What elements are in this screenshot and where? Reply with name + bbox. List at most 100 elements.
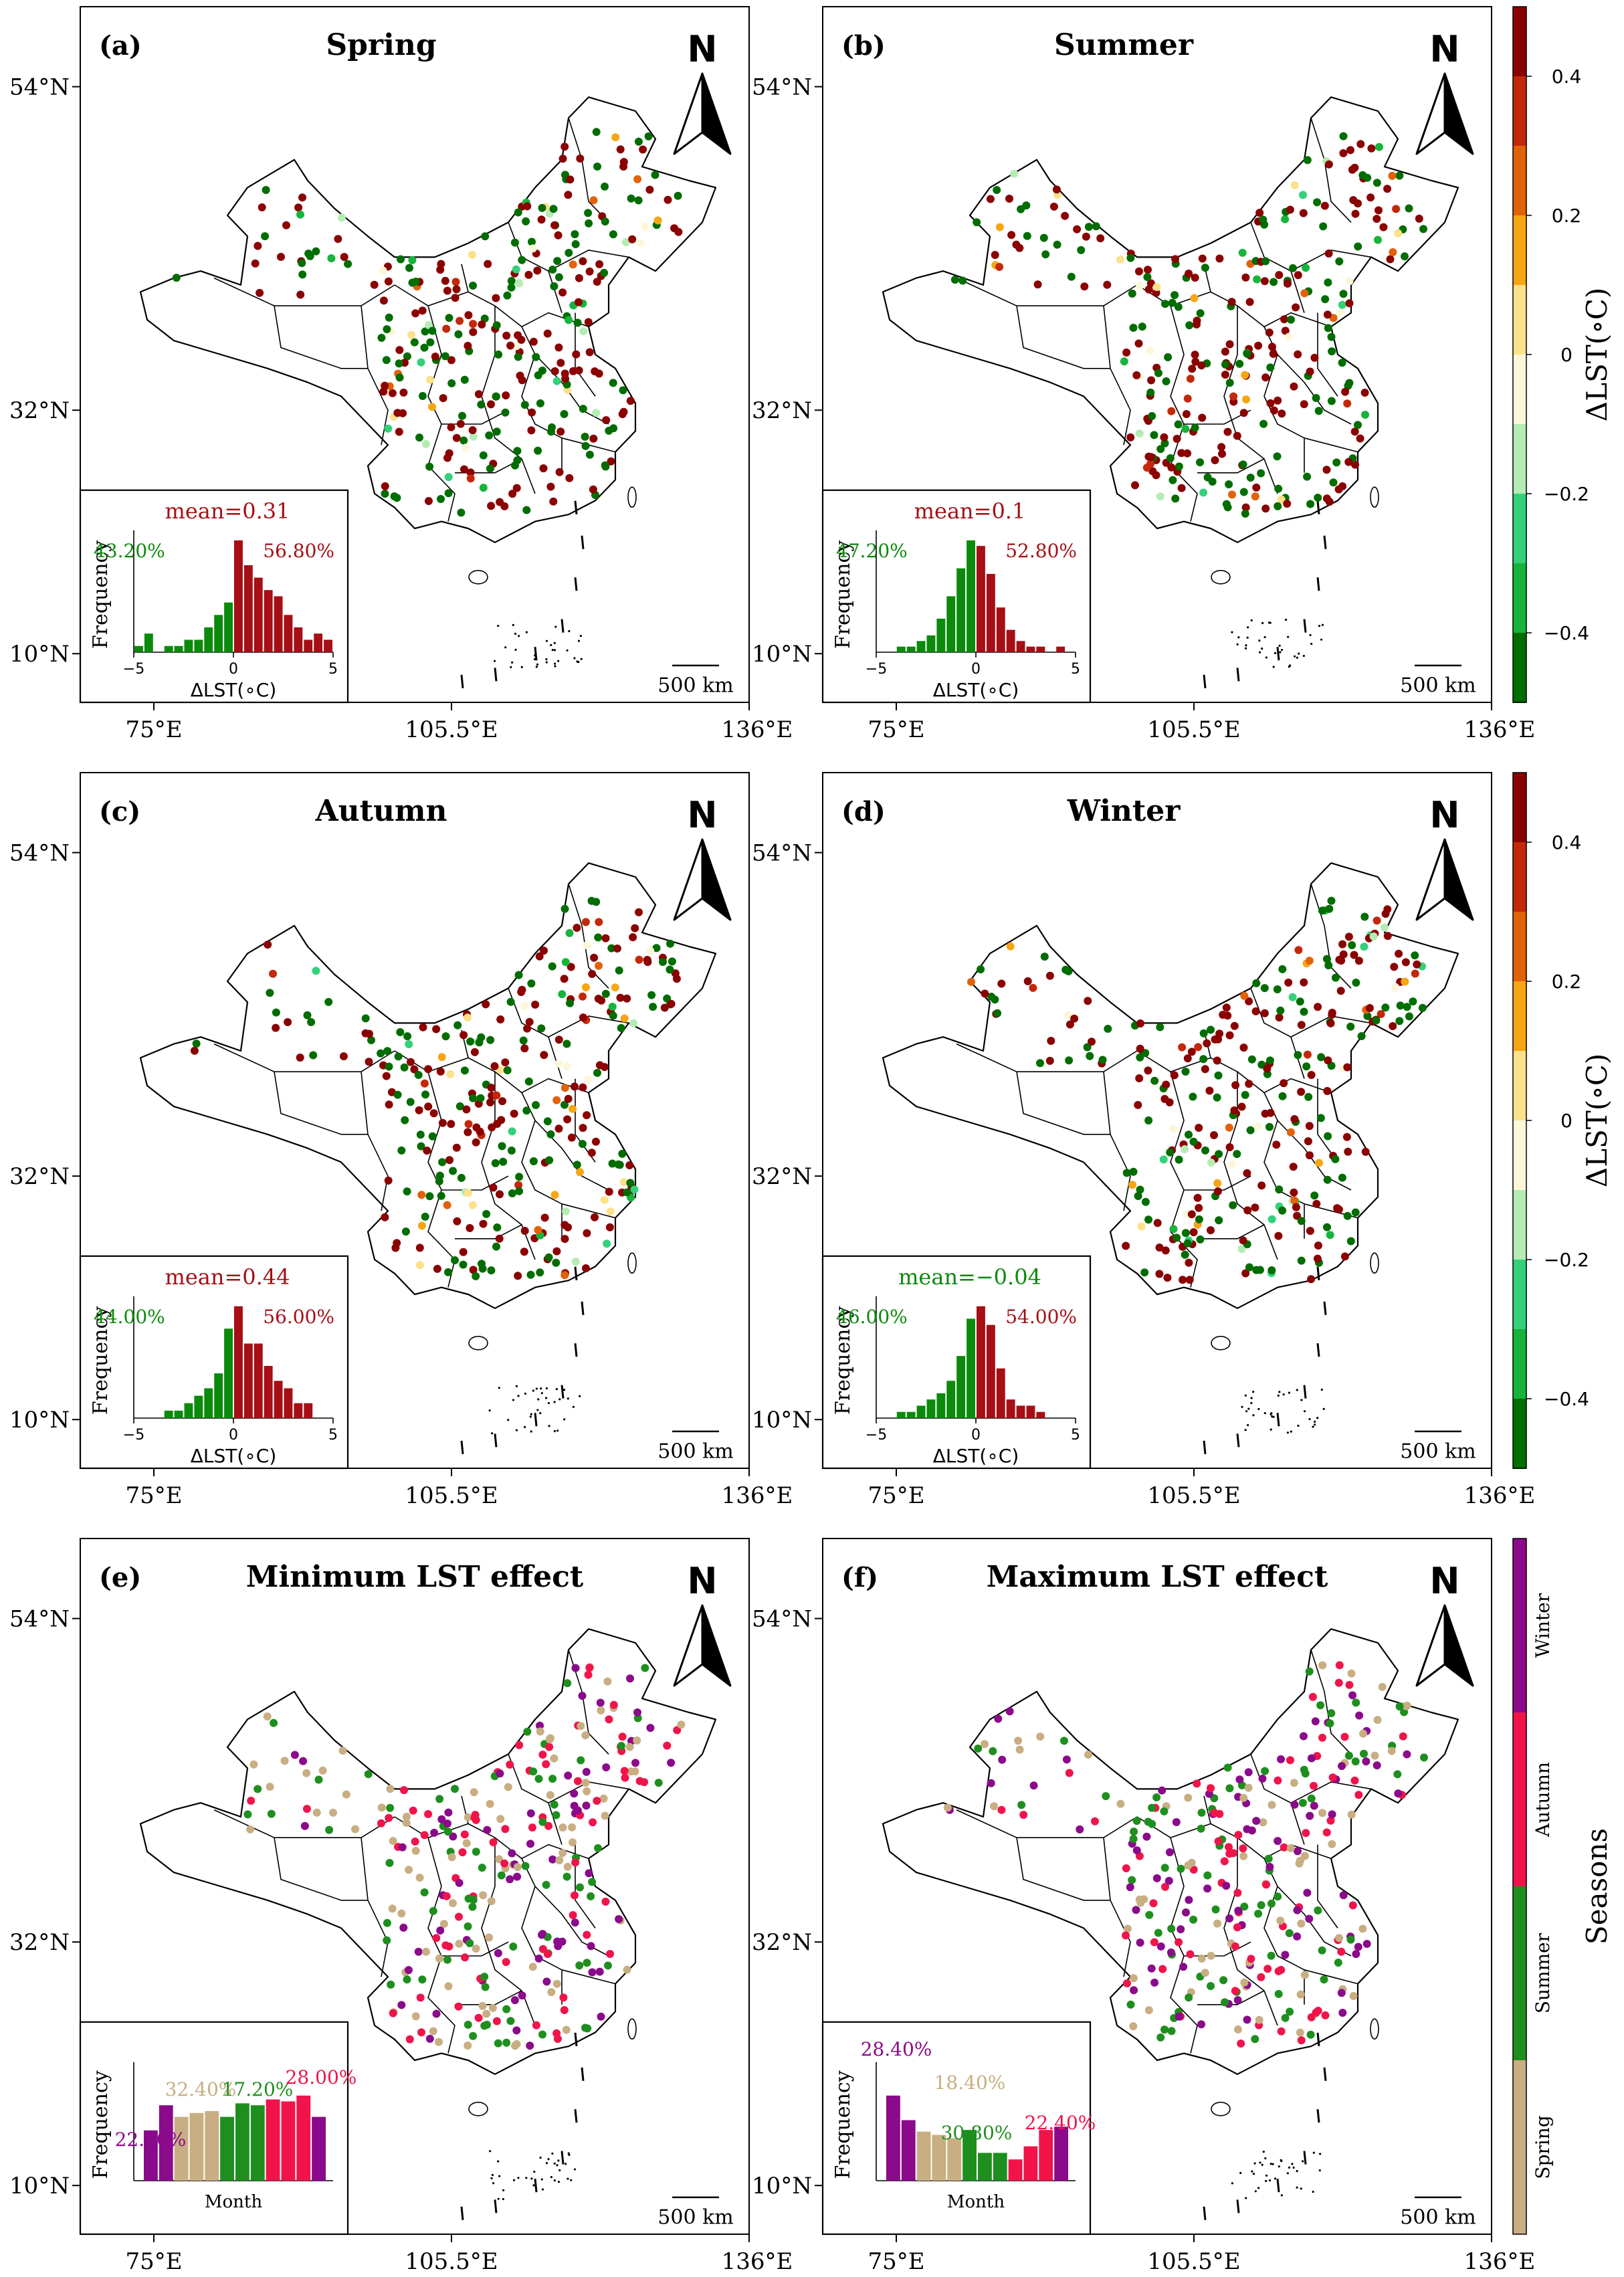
station-dot [1160, 2025, 1169, 2034]
station-dot [1418, 1003, 1427, 1012]
station-dot [601, 461, 609, 470]
hist-bar [264, 590, 273, 652]
station-dot [1322, 494, 1331, 503]
island-dot [1265, 2179, 1267, 2183]
station-dot [449, 1167, 458, 1175]
station-dot [486, 1799, 494, 1808]
island-dot [553, 649, 556, 652]
station-dot [1174, 420, 1183, 429]
province-border [1304, 1969, 1358, 1985]
station-dot [529, 1767, 538, 1776]
station-dot [587, 1892, 595, 1900]
station-dot [1239, 460, 1247, 469]
station-dot [1254, 1909, 1263, 1918]
station-dot [1389, 248, 1397, 256]
station-dot [453, 1217, 462, 1225]
colorbar-segment [1513, 494, 1526, 564]
island-dot [497, 2160, 500, 2163]
island-dot [1237, 636, 1240, 639]
station-dot [484, 260, 492, 268]
station-dot [402, 1812, 411, 1821]
station-dot [1296, 1990, 1305, 1999]
scale-bar-label: 500 km [657, 1440, 733, 1463]
station-dot [653, 216, 662, 225]
station-dot [1326, 1719, 1334, 1728]
station-dot [1303, 472, 1312, 481]
station-dot [1315, 1159, 1323, 1167]
station-dot [459, 1248, 468, 1256]
station-dot [1126, 433, 1135, 441]
month-bar [947, 2138, 962, 2181]
station-dot [381, 490, 389, 498]
station-dot [1045, 1056, 1054, 1065]
station-dot [403, 352, 411, 361]
station-dot [559, 155, 567, 163]
station-dot [583, 1111, 591, 1120]
island-dot [1258, 651, 1261, 654]
station-dot [1274, 1776, 1282, 1785]
station-dot [429, 2027, 437, 2036]
month-bar [144, 2130, 158, 2181]
station-dot [659, 958, 667, 966]
station-dot [995, 263, 1004, 271]
station-dot [1267, 1801, 1276, 1809]
station-dot [1393, 1770, 1402, 1779]
station-dot [1342, 1132, 1351, 1141]
sea-boundary-dash [460, 1440, 464, 1454]
station-dot [1324, 278, 1332, 287]
station-dot [578, 1692, 587, 1700]
island-dot [557, 2181, 561, 2183]
station-dot [1345, 299, 1354, 308]
station-dot [1378, 1682, 1387, 1691]
station-dot [1281, 1951, 1290, 1959]
lon-tick-label: 136°E [1464, 2248, 1536, 2275]
station-dot [561, 369, 569, 378]
station-dot [645, 185, 654, 194]
station-dot [451, 1256, 459, 1264]
hist-bar [243, 1343, 253, 1418]
station-dot [640, 1778, 649, 1787]
station-dot [395, 359, 403, 368]
station-dot [314, 1775, 323, 1784]
station-dot [528, 1963, 537, 1971]
island-dot [1318, 625, 1321, 627]
station-dot [1286, 1756, 1294, 1765]
station-dot [589, 196, 598, 205]
hist-bar [294, 1403, 303, 1418]
station-dot [616, 145, 625, 154]
station-dot [550, 282, 559, 290]
province-border [521, 354, 563, 473]
station-dot [666, 965, 674, 974]
station-dot [452, 433, 461, 442]
station-dot [1306, 367, 1314, 376]
station-dot [550, 367, 559, 375]
station-dot [1193, 1779, 1201, 1788]
station-dot [593, 163, 601, 171]
station-dot [443, 1827, 452, 1836]
station-dot [1415, 214, 1423, 223]
station-dot [596, 1698, 605, 1707]
station-dot [991, 251, 999, 260]
station-dot [464, 1894, 473, 1903]
station-dot [990, 1802, 999, 1811]
inset-xtick-label: 5 [328, 661, 338, 678]
island-dot [1263, 1412, 1266, 1415]
station-dot [593, 1068, 601, 1077]
station-dot [668, 957, 676, 966]
station-dot [386, 1803, 395, 1812]
station-dot [998, 1755, 1007, 1764]
station-dot [384, 1176, 393, 1185]
island-taiwan [1370, 486, 1379, 508]
colorbar-segment [1513, 1712, 1526, 1886]
island-dot [536, 1409, 539, 1411]
island-dot [572, 1405, 575, 1408]
station-dot [464, 1120, 473, 1128]
station-dot [416, 1130, 425, 1139]
hist-bar [274, 1381, 283, 1418]
station-dot [1207, 1982, 1215, 1990]
panel-label: (d) [841, 796, 886, 827]
sea-boundary-dash [1323, 535, 1327, 549]
station-dot [552, 1811, 561, 1819]
province-border [1223, 1838, 1278, 2026]
